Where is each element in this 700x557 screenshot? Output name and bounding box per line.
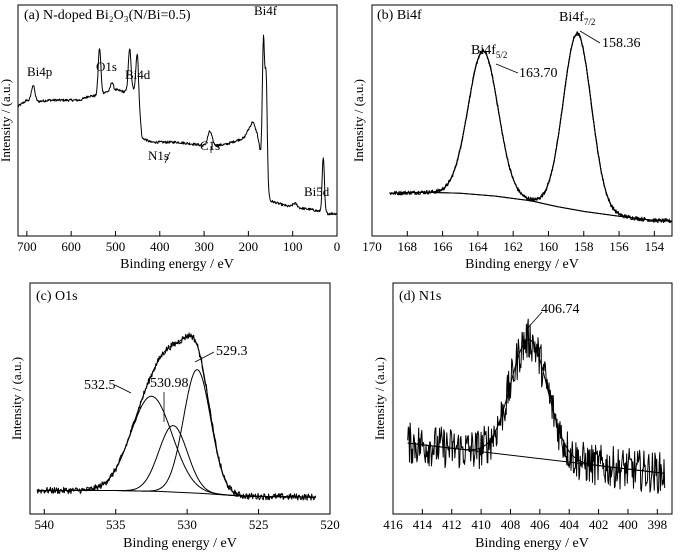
- x-tick-label: 408: [501, 517, 521, 532]
- x-tick-label: 525: [249, 517, 269, 532]
- x-axis-label: Binding energy / eV: [123, 536, 237, 551]
- x-tick-label: 416: [383, 517, 403, 532]
- x-tick-label: 156: [609, 239, 629, 254]
- panel-b-bi4f: 170 168 166 164 162 160 158 156 154 Binding energ…: [351, 4, 673, 272]
- leader-line: [495, 63, 519, 74]
- envelope-fit: [37, 334, 316, 498]
- peak-value-532-5: 532.5: [84, 378, 116, 393]
- plot-frame: [29, 282, 331, 515]
- peak-label-c1s: C1s: [200, 138, 220, 153]
- x-tick-label: 300: [194, 239, 214, 254]
- peak-value-529-3: 529.3: [216, 344, 248, 359]
- x-tick-label: 100: [283, 239, 303, 254]
- leader-line: [579, 30, 601, 44]
- y-axis-label: Intensity / (a.u.): [351, 79, 366, 162]
- panel-title: (a) N-doped Bi₂O₃(N/Bi=0.5): [24, 8, 191, 23]
- y-axis-label: Intensity / (a.u.): [9, 357, 24, 440]
- peak-name-bi4f-7-2: Bi4f7/2: [559, 10, 595, 27]
- x-tick-label: 400: [150, 239, 170, 254]
- x-tick-label: 410: [471, 517, 491, 532]
- plot-frame: [17, 4, 338, 237]
- y-axis-label: Intensity / (a.u.): [372, 357, 387, 440]
- x-tick-label: 412: [442, 517, 462, 532]
- peak-value-158-36: 158.36: [602, 36, 641, 51]
- x-tick-label: 600: [61, 239, 81, 254]
- leader-line: [114, 384, 132, 394]
- x-tick-label: 520: [320, 517, 340, 532]
- x-tick-label: 402: [589, 517, 609, 532]
- plot-frame: [392, 282, 673, 515]
- raw-spectrum: [36, 332, 317, 501]
- x-tick-label: 700: [17, 239, 37, 254]
- x-tick-label: 0: [334, 239, 341, 254]
- x-tick-label: 400: [618, 517, 638, 532]
- x-tick-label: 500: [106, 239, 126, 254]
- x-axis-label: Binding energy / eV: [475, 536, 589, 551]
- x-tick-label: 414: [413, 517, 433, 532]
- peak-name-bi4f-5-2: Bi4f5/2: [471, 43, 507, 60]
- peak-value-530-98: 530.98: [150, 376, 189, 391]
- peak-value-163-70: 163.70: [519, 66, 558, 81]
- panel-title: (c) O1s: [36, 289, 78, 304]
- leader-line: [194, 351, 215, 363]
- x-tick-label: 170: [362, 239, 382, 254]
- peak-label-bi5d: Bi5d: [304, 184, 330, 199]
- panel-title: (d) N1s: [399, 289, 441, 304]
- x-tick-label: 164: [468, 239, 488, 254]
- x-tick-label: 398: [648, 517, 668, 532]
- raw-spectrum: [389, 31, 673, 224]
- panel-c-o1s: 540 535 530 525 520 Binding energy / eV Intens…: [9, 282, 340, 551]
- x-axis-label: Binding energy / eV: [120, 257, 234, 272]
- x-tick-label: 166: [433, 239, 453, 254]
- leader-line: [164, 151, 171, 164]
- x-tick-label: 162: [503, 239, 523, 254]
- x-tick-label: 535: [106, 517, 126, 532]
- panel-d-n1s: 416 414 412 410 408 406 404 402 400 398 Binding en…: [372, 282, 673, 551]
- plot-frame: [371, 4, 673, 237]
- component-peak-1: [37, 395, 316, 498]
- x-tick-label: 540: [35, 517, 55, 532]
- x-tick-label: 160: [539, 239, 559, 254]
- panel-a-survey: 700 600 500 400 300 200 100 0 Binding energy / e…: [0, 3, 340, 272]
- peak-label-bi4p: Bi4p: [27, 64, 52, 79]
- y-axis-label: Intensity / (a.u.): [0, 79, 13, 162]
- component-peak-2: [37, 425, 316, 498]
- x-tick-label: 154: [645, 239, 665, 254]
- peak-label-o1s: O1s: [96, 59, 117, 74]
- x-tick-label: 200: [239, 239, 259, 254]
- x-tick-label: 158: [574, 239, 594, 254]
- peak-label-n1s: N1s: [148, 148, 169, 163]
- peak-value-406-74: 406.74: [541, 302, 580, 317]
- peak-label-bi4d: Bi4d: [125, 67, 151, 82]
- x-axis-label: Binding energy / eV: [465, 257, 579, 272]
- raw-spectrum: [407, 318, 666, 494]
- x-tick-label: 404: [559, 517, 579, 532]
- panel-title: (b) Bi4f: [377, 8, 422, 23]
- x-tick-label: 530: [177, 517, 197, 532]
- x-tick-label: 406: [530, 517, 550, 532]
- peak-label-bi4f: Bi4f: [254, 3, 278, 18]
- x-tick-label: 168: [398, 239, 418, 254]
- survey-spectrum: [17, 34, 338, 216]
- leader-line: [525, 311, 543, 331]
